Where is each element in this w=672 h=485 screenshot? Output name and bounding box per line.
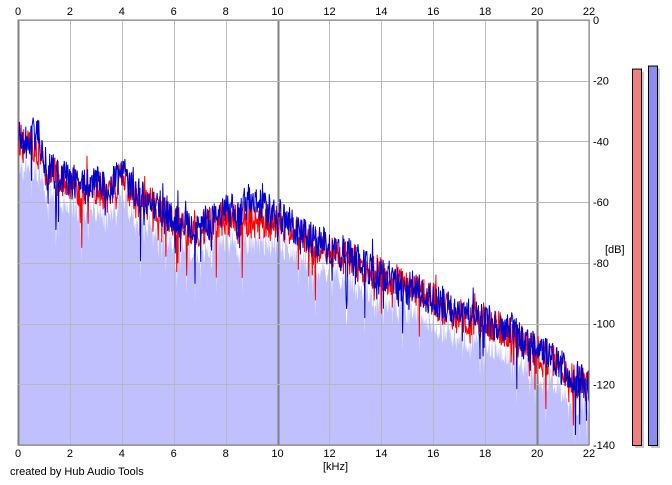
x-tick-bottom-8: 16 — [427, 448, 439, 460]
x-tick-bottom-1: 2 — [67, 448, 73, 460]
y-tick-0: 0 — [593, 15, 599, 27]
x-tick-top-2: 4 — [119, 6, 125, 18]
y-tick-7: -140 — [593, 440, 615, 452]
y-tick-2: -40 — [593, 136, 609, 148]
x-tick-bottom-3: 6 — [171, 448, 177, 460]
x-tick-top-9: 18 — [479, 6, 491, 18]
x-tick-bottom-11: 22 — [583, 448, 595, 460]
x-tick-top-3: 6 — [171, 6, 177, 18]
x-tick-bottom-4: 8 — [223, 448, 229, 460]
x-tick-top-11: 22 — [583, 6, 595, 18]
x-tick-bottom-9: 18 — [479, 448, 491, 460]
credit-text: created by Hub Audio Tools — [10, 466, 144, 478]
x-tick-top-6: 12 — [323, 6, 335, 18]
level-meter-1 — [648, 65, 658, 447]
x-tick-top-10: 20 — [531, 6, 543, 18]
x-tick-top-1: 2 — [67, 6, 73, 18]
y-tick-4: -80 — [593, 258, 609, 270]
x-tick-bottom-0: 0 — [15, 448, 21, 460]
x-tick-top-5: 10 — [271, 6, 283, 18]
y-tick-6: -120 — [593, 379, 615, 391]
level-meters — [632, 65, 660, 449]
x-tick-bottom-2: 4 — [119, 448, 125, 460]
y-tick-3: -60 — [593, 197, 609, 209]
x-axis-bottom-labels: 0 2 4 6 8 10 12 14 16 18 20 22 — [15, 448, 595, 460]
x-axis-label: [kHz] — [323, 461, 348, 473]
x-tick-top-8: 16 — [427, 6, 439, 18]
x-tick-bottom-5: 10 — [271, 448, 283, 460]
x-tick-top-7: 14 — [375, 6, 387, 18]
series-line-1 — [17, 117, 590, 436]
y-tick-1: -20 — [593, 76, 609, 88]
x-tick-top-4: 8 — [223, 6, 229, 18]
spectrum-fill-area — [18, 146, 589, 445]
x-tick-bottom-7: 14 — [375, 448, 387, 460]
y-axis-label: [dB] — [605, 244, 625, 256]
y-axis-labels: 0 -20 -40 -60 -80 -100 -120 -140 — [593, 15, 615, 452]
x-axis-top-labels: 0 2 4 6 8 10 12 14 16 18 20 22 — [15, 6, 595, 18]
x-tick-bottom-10: 20 — [531, 448, 543, 460]
x-tick-top-0: 0 — [15, 6, 21, 18]
plot-border — [17, 19, 590, 446]
x-tick-bottom-6: 12 — [323, 448, 335, 460]
level-meter-0 — [632, 68, 642, 446]
y-tick-5: -100 — [593, 319, 615, 331]
series-layer — [17, 117, 590, 436]
